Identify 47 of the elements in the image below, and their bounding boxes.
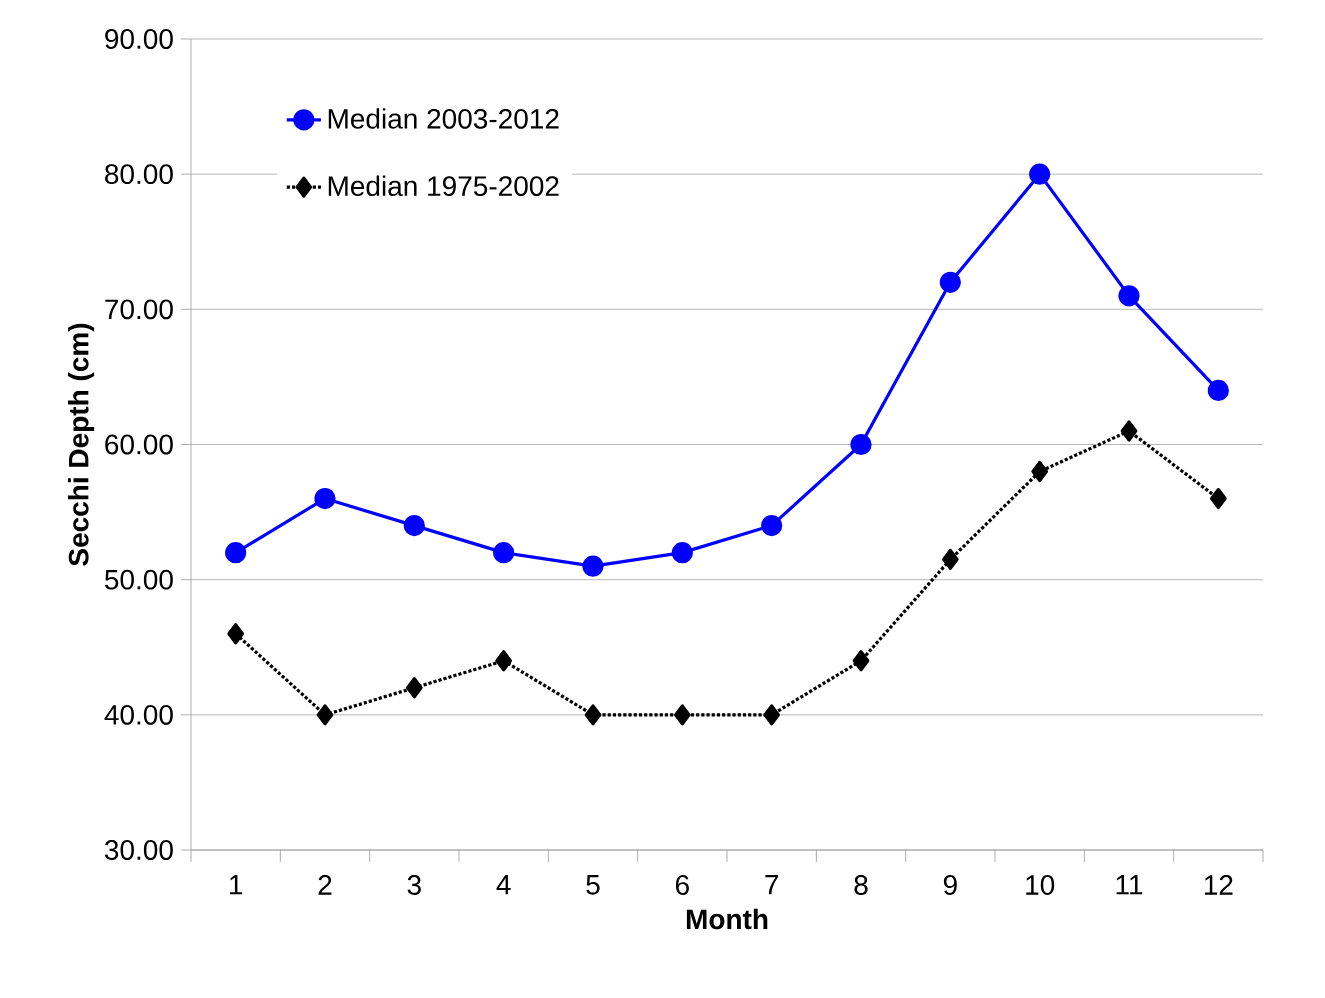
point	[403, 515, 425, 537]
x-tick-label: 5	[586, 875, 600, 895]
x-tick-label: 9	[943, 875, 957, 895]
point	[1207, 379, 1229, 402]
point	[1118, 285, 1140, 307]
y-axis-title: Secchi Depth (cm)	[68, 323, 95, 566]
point	[942, 548, 959, 570]
x-tick-label: 8	[854, 875, 868, 895]
y-tick-label: 30.00	[104, 840, 173, 860]
legend-label: Median 1975-2002	[328, 175, 559, 197]
x-tick-label: 11	[1116, 875, 1143, 895]
point	[850, 433, 872, 456]
point	[316, 704, 334, 726]
point	[1029, 163, 1051, 185]
point	[939, 271, 961, 293]
x-tick-label: 3	[407, 875, 421, 895]
point	[673, 704, 691, 726]
point	[405, 677, 423, 699]
x-axis-title: Month	[686, 908, 768, 930]
y-tick-label: 40.00	[104, 704, 173, 725]
point	[763, 704, 781, 726]
x-tick-label: 10	[1026, 875, 1055, 895]
point	[225, 542, 247, 564]
point	[671, 542, 693, 564]
y-tick-label: 80.00	[105, 164, 173, 185]
point	[582, 555, 604, 577]
point	[852, 650, 870, 672]
point	[227, 623, 245, 645]
x-tick-label: 1	[230, 875, 243, 895]
point	[584, 704, 602, 726]
x-tick-label: 6	[675, 875, 689, 895]
y-tick-label: 90.00	[105, 29, 173, 49]
point	[1031, 460, 1049, 483]
point	[314, 487, 336, 510]
legend-label: Median 2003-2012	[328, 108, 559, 129]
x-tick-label: 2	[318, 875, 332, 895]
point	[761, 515, 783, 537]
point	[495, 650, 513, 672]
point	[493, 542, 515, 564]
x-tick-label: 12	[1204, 875, 1233, 895]
x-tick-label: 7	[765, 875, 779, 895]
point	[1210, 487, 1227, 510]
y-tick-label: 50.00	[105, 569, 173, 590]
y-tick-label: 70.00	[105, 299, 173, 320]
point	[1120, 420, 1138, 442]
y-tick-label: 60.00	[105, 434, 173, 455]
x-tick-label: 4	[496, 875, 511, 895]
